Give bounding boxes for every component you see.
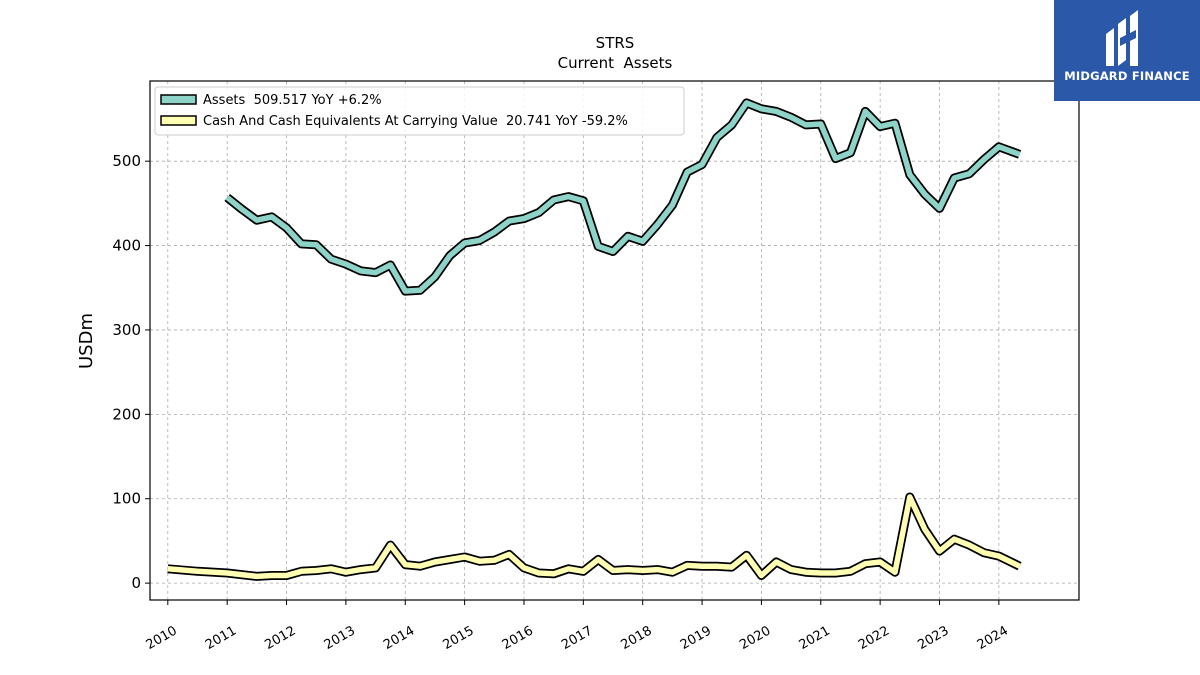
series-line-cash [167, 494, 1021, 580]
x-tick-label: 2017 [559, 623, 595, 653]
x-tick-label: 2024 [975, 623, 1011, 653]
y-tick-label: 300 [112, 321, 141, 339]
x-tick-label: 2010 [144, 623, 180, 653]
x-tick-label: 2013 [322, 623, 358, 653]
x-tick-label: 2023 [915, 623, 951, 653]
x-tick-label: 2012 [262, 623, 298, 653]
plot-frame [149, 80, 1080, 601]
grid [150, 81, 1079, 600]
legend-swatch-assets [160, 94, 197, 105]
legend-swatch-cash [160, 115, 197, 126]
brand-logo-icon [1106, 10, 1138, 66]
y-tick-label: 400 [112, 237, 141, 255]
x-tick-label: 2021 [797, 623, 833, 653]
series-lines [167, 98, 1022, 581]
legend: Assets 509.517 YoY +6.2% Cash And Cash E… [154, 86, 685, 136]
y-tick-label: 100 [112, 490, 141, 508]
y-tick-label: 500 [112, 152, 141, 170]
brand-logo: MIDGARD FINANCE [1054, 0, 1200, 101]
x-tick-label: 2020 [737, 623, 773, 653]
x-tick-label: 2015 [440, 623, 476, 653]
x-tick-label: 2016 [500, 623, 536, 653]
legend-label-assets: Assets 509.517 YoY +6.2% [203, 93, 382, 108]
x-tick-label: 2018 [619, 623, 655, 653]
x-tick-label: 2014 [381, 623, 417, 653]
x-tick-label: 2019 [678, 623, 714, 653]
y-tick-label: 200 [112, 405, 141, 423]
series-line-assets [225, 100, 1021, 294]
chart-subtitle: Current Assets [558, 54, 673, 72]
legend-label-cash: Cash And Cash Equivalents At Carrying Va… [203, 114, 628, 129]
legend-frame [154, 86, 685, 136]
brand-name: MIDGARD FINANCE [1064, 69, 1190, 83]
x-tick-label: 2011 [203, 623, 239, 653]
y-tick-label: 0 [131, 574, 141, 592]
chart-title: STRS [596, 34, 635, 52]
x-tick-label: 2022 [856, 623, 892, 653]
y-axis-label: USDm [76, 313, 97, 369]
